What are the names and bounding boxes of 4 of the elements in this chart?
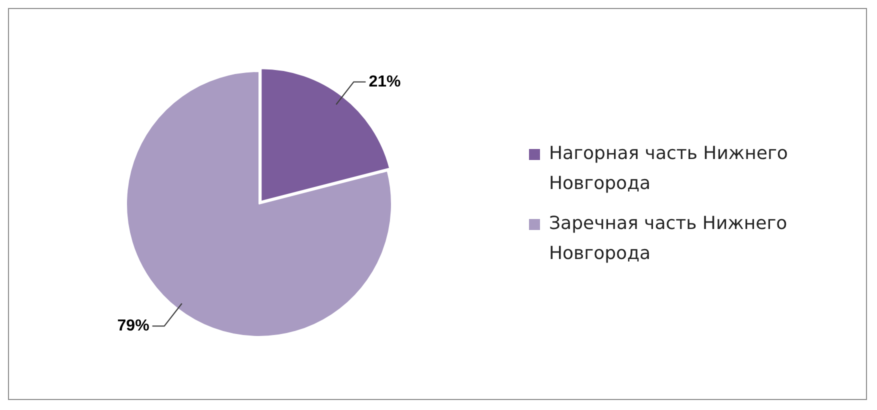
legend-label: Нагорная часть Нижнего Новгорода xyxy=(549,142,789,196)
data-label: 79% xyxy=(117,317,150,334)
legend-label: Заречная часть Нижнего Новгорода xyxy=(549,212,788,266)
data-label: 21% xyxy=(368,73,401,90)
